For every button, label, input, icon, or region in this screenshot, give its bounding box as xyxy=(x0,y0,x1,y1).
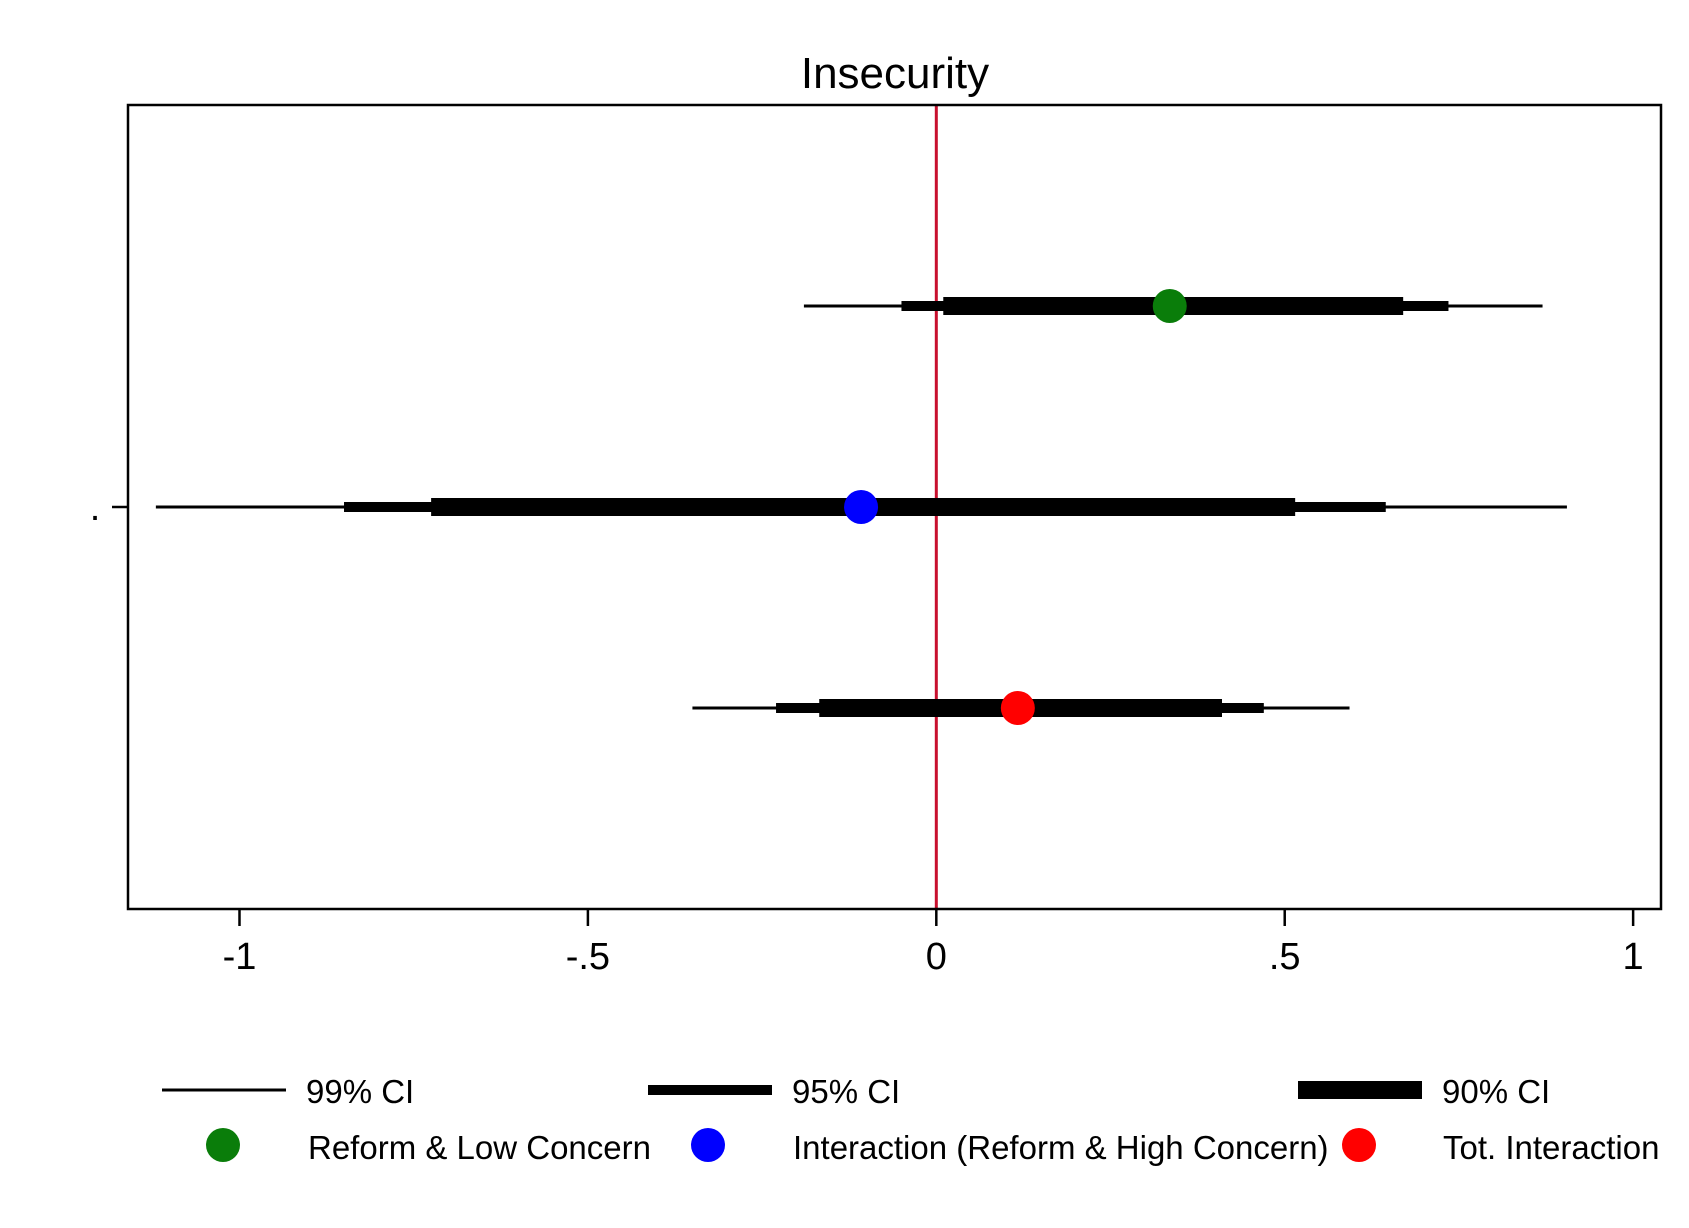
legend-label-ci90: 90% CI xyxy=(1442,1073,1550,1110)
point-estimate-3 xyxy=(1000,691,1035,725)
legend-label-ci95: 95% CI xyxy=(792,1073,900,1110)
x-tick-label-4: 1 xyxy=(1623,936,1644,978)
legend-marker-2 xyxy=(691,1128,725,1162)
x-tick-label-0: -1 xyxy=(223,936,257,978)
legend-label-series-3: Tot. Interaction xyxy=(1443,1129,1659,1166)
x-tick-label-2: 0 xyxy=(926,936,947,978)
legend-label-series-1: Reform & Low Concern xyxy=(308,1129,651,1166)
x-tick-label-3: .5 xyxy=(1269,936,1301,978)
legend-label-series-2: Interaction (Reform & High Concern) xyxy=(793,1129,1329,1166)
legend-marker-1 xyxy=(206,1128,240,1162)
y-tick-label: . xyxy=(90,487,101,529)
x-tick-label-1: -.5 xyxy=(566,936,610,978)
chart-title: Insecurity xyxy=(801,49,989,98)
legend-marker-3 xyxy=(1342,1128,1376,1162)
point-estimate-2 xyxy=(844,490,879,524)
point-estimate-1 xyxy=(1152,289,1187,323)
legend-label-ci99: 99% CI xyxy=(306,1073,414,1110)
